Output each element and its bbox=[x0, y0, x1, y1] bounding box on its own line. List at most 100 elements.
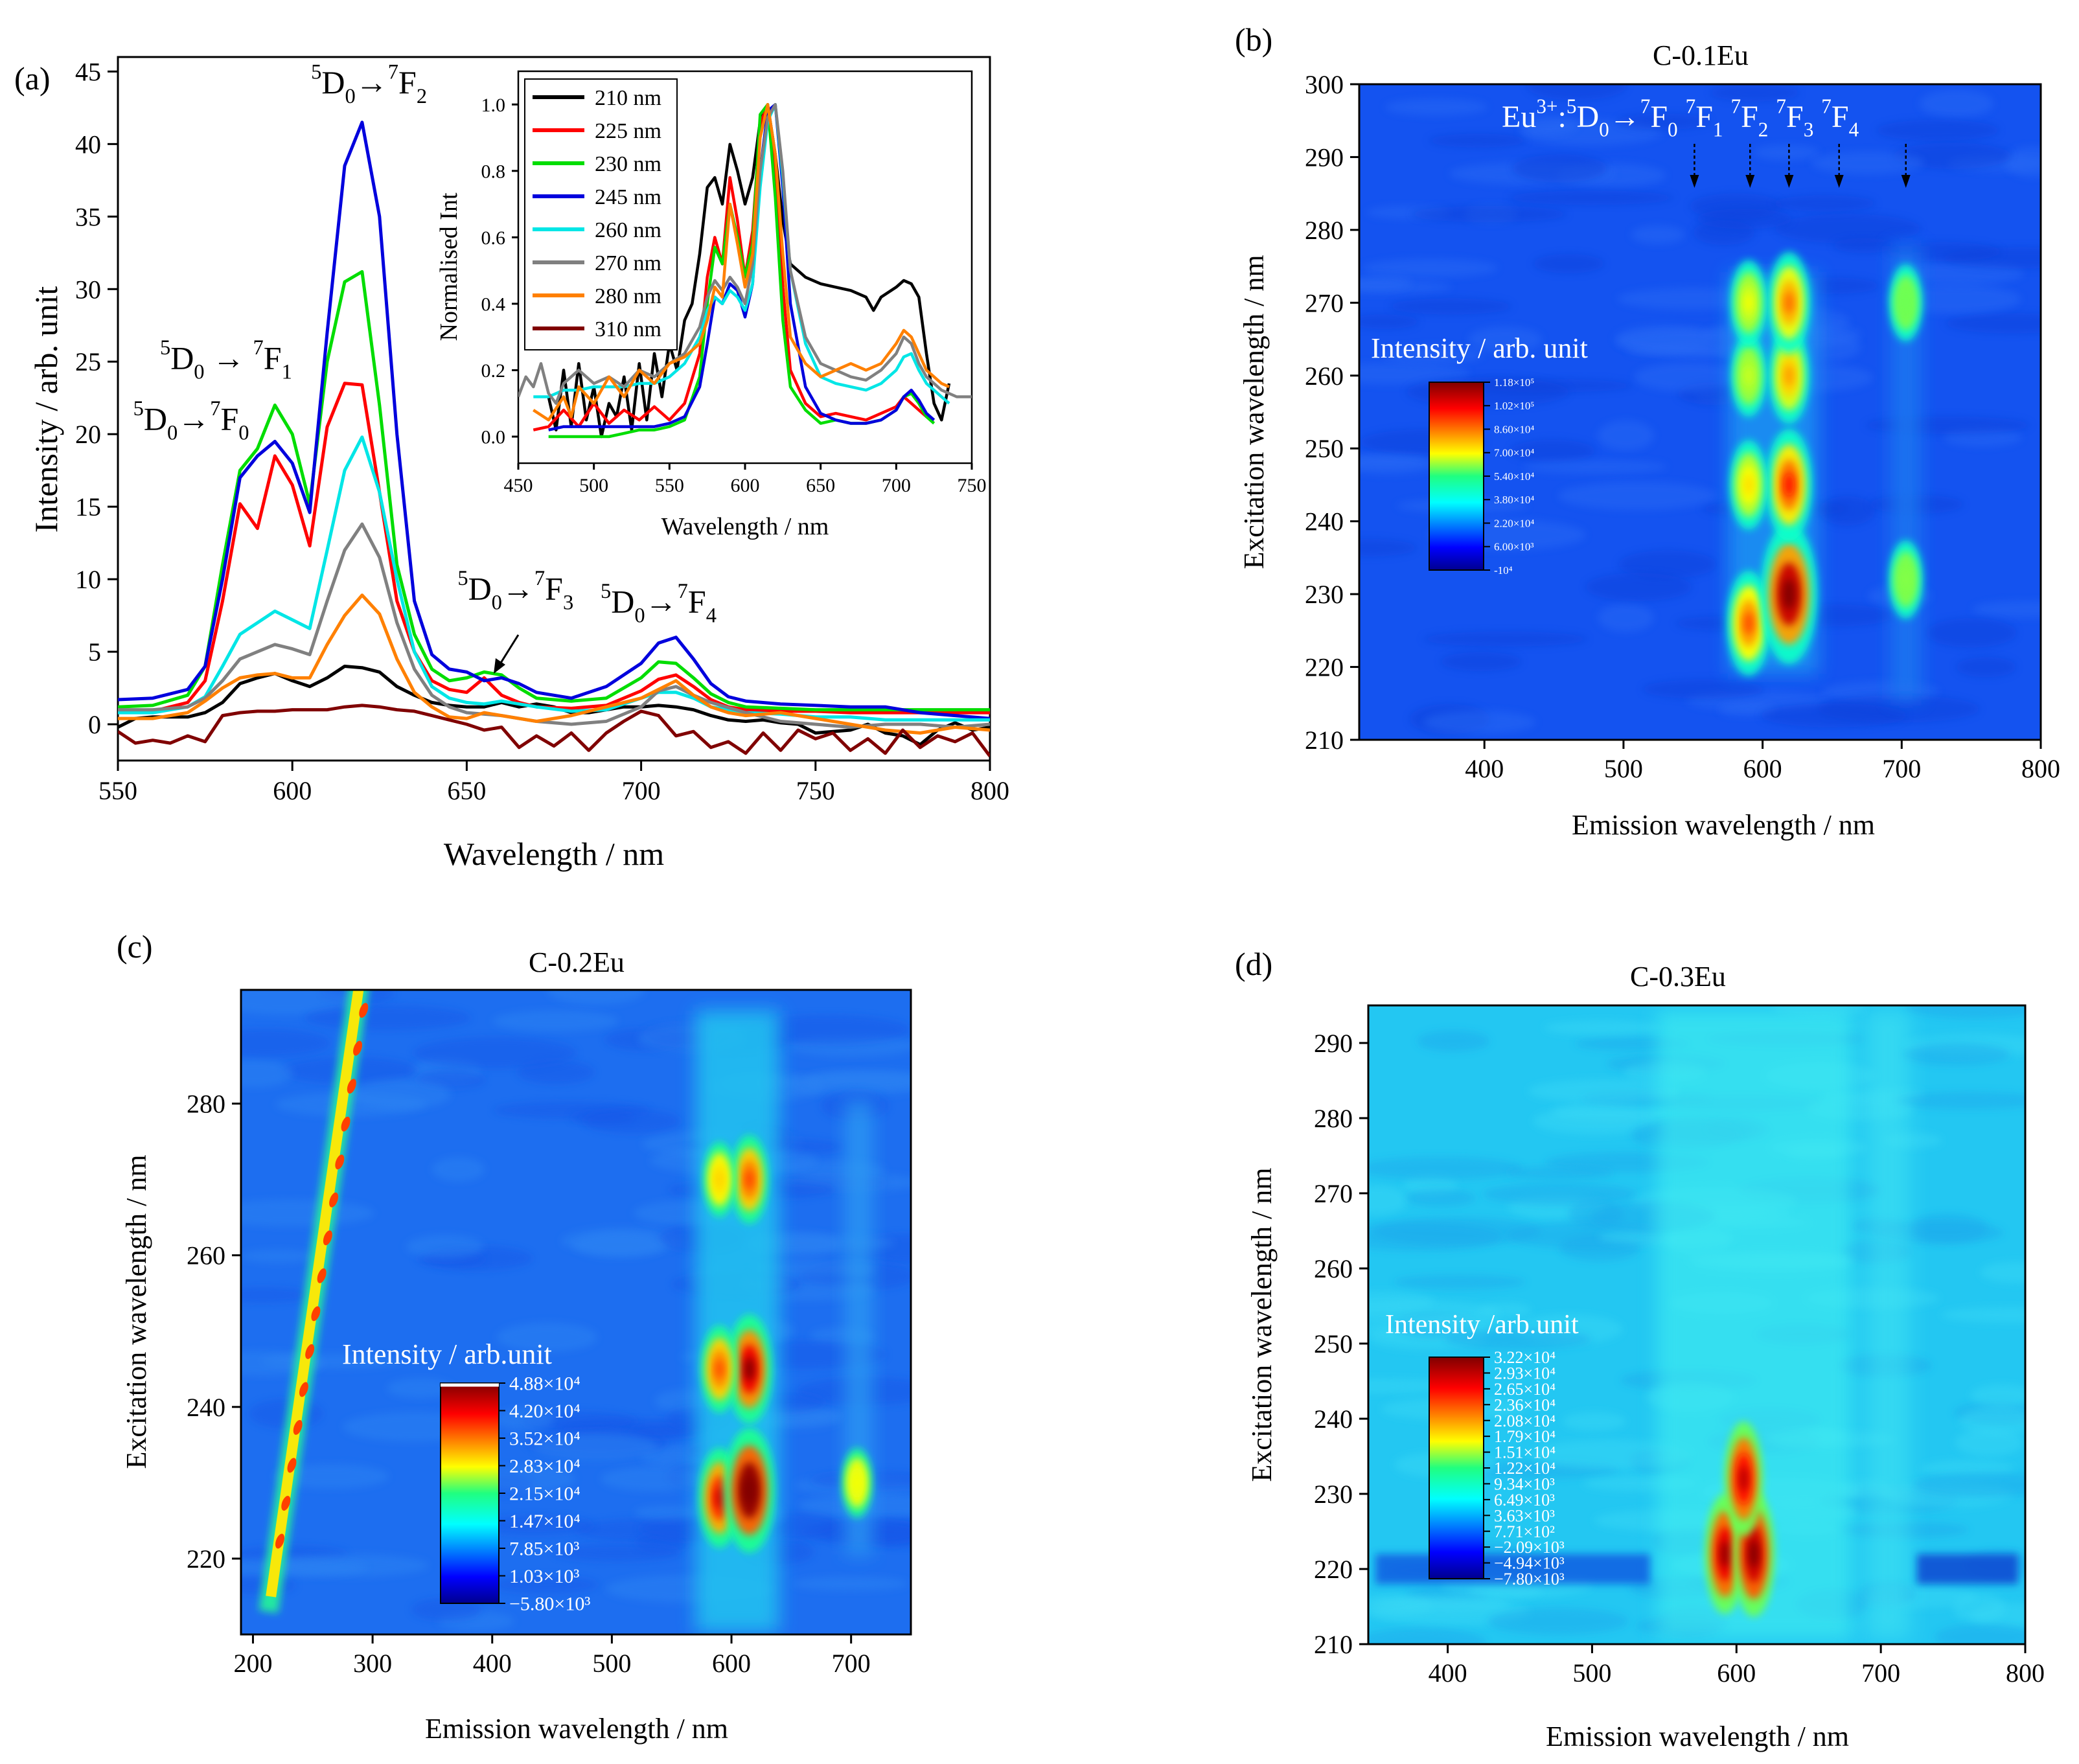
heat-texture bbox=[1417, 1030, 1490, 1052]
x-tick-label: 650 bbox=[806, 475, 835, 496]
inset-line-210-nm bbox=[547, 103, 951, 439]
heat-texture bbox=[1372, 1596, 1510, 1612]
colorbar-label: 6.00×10³ bbox=[1494, 541, 1533, 553]
y-tick-label: 230 bbox=[1314, 1480, 1353, 1509]
colorbar-label: 3.22×10⁴ bbox=[1494, 1348, 1556, 1367]
heat-texture bbox=[744, 1015, 911, 1044]
heat-texture bbox=[1469, 1580, 1543, 1598]
label-part: 1 bbox=[282, 360, 292, 384]
colorbar-label: 4.88×10⁴ bbox=[509, 1373, 580, 1395]
heat-texture bbox=[1911, 1472, 2025, 1497]
heat-texture bbox=[601, 1466, 711, 1492]
heat-texture bbox=[1368, 1185, 1408, 1215]
heat-texture bbox=[1508, 190, 1675, 205]
panel-c-colorbar: Intensity / arb.unit 4.88×10⁴ 4.20×10⁴ 3.52… bbox=[342, 1338, 590, 1615]
panel-b-transition-arrows bbox=[1690, 144, 1911, 188]
heat-texture bbox=[1440, 652, 1522, 671]
label-part: → bbox=[1609, 100, 1640, 134]
y-tick-label: 230 bbox=[1305, 580, 1344, 609]
heat-texture bbox=[1753, 144, 1820, 161]
x-tick-label: 600 bbox=[712, 1649, 751, 1678]
panel-c-peaks bbox=[695, 1011, 873, 1632]
x-tick-label: 700 bbox=[832, 1649, 871, 1678]
heat-texture bbox=[1405, 1189, 1476, 1207]
legend-label: 280 nm bbox=[595, 284, 661, 308]
colorbar-gradient bbox=[1429, 382, 1484, 571]
rayleigh-point bbox=[299, 1382, 308, 1397]
y-tick-label: 220 bbox=[187, 1544, 225, 1574]
series-line-280-nm bbox=[118, 593, 990, 735]
panel-c-xlabel: Emission wavelength / nm bbox=[425, 1713, 728, 1745]
heat-texture bbox=[1894, 1092, 2025, 1110]
rayleigh-point bbox=[335, 1154, 345, 1170]
label-part: 5 bbox=[133, 397, 144, 420]
inset-ticks: 450 500 550 600 650 700 750 0.0 0.2 0.4 0.6 0.8 1.0 bbox=[481, 95, 987, 496]
rayleigh-point bbox=[311, 1306, 321, 1322]
heat-peak bbox=[1739, 1466, 1748, 1492]
heat-texture bbox=[1833, 238, 1895, 253]
label-part: 5 bbox=[1567, 95, 1577, 117]
legend-box bbox=[524, 78, 678, 350]
heat-texture bbox=[1422, 631, 1589, 647]
heat-peak bbox=[1745, 366, 1753, 385]
y-tick-label: 250 bbox=[1314, 1329, 1353, 1358]
transition-label: 5D0→7F0 bbox=[133, 397, 249, 445]
rayleigh-line bbox=[266, 990, 364, 1598]
panel-label-d: (d) bbox=[1235, 946, 1272, 982]
heat-texture bbox=[1519, 115, 1578, 135]
heat-texture bbox=[494, 1408, 554, 1430]
x-tick-label: 500 bbox=[1572, 1658, 1611, 1688]
heat-texture bbox=[2004, 146, 2041, 178]
x-tick-label: 750 bbox=[958, 475, 987, 496]
colorbar-label: 3.80×10⁴ bbox=[1494, 494, 1534, 506]
y-tick-label: 0.6 bbox=[481, 227, 506, 249]
inset-line-225-nm bbox=[533, 103, 935, 431]
heat-texture bbox=[1970, 1384, 2025, 1407]
heat-texture bbox=[1512, 154, 1607, 183]
heat-texture bbox=[493, 1576, 599, 1594]
y-tick-label: 300 bbox=[1305, 70, 1344, 99]
heat-texture bbox=[413, 1037, 577, 1069]
x-tick-label: 400 bbox=[1429, 1658, 1467, 1688]
x-tick-label: 800 bbox=[971, 776, 1009, 805]
rayleigh-point bbox=[305, 1344, 315, 1359]
x-tick-label: 600 bbox=[273, 776, 312, 805]
heat-texture bbox=[1642, 680, 1765, 699]
legend-label: 210 nm bbox=[595, 86, 661, 110]
colorbar-label: 2.36×10⁴ bbox=[1494, 1395, 1556, 1414]
heat-texture bbox=[1530, 1439, 1692, 1470]
colorbar-label: 2.93×10⁴ bbox=[1494, 1364, 1556, 1383]
colorbar-title: Intensity /arb.unit bbox=[1385, 1310, 1579, 1340]
panel-d-title: C-0.3Eu bbox=[1630, 961, 1726, 992]
label-part: 7 bbox=[1776, 95, 1786, 117]
y-tick-label: 25 bbox=[75, 347, 101, 376]
x-tick-label: 650 bbox=[447, 776, 486, 805]
y-tick-label: 45 bbox=[75, 57, 101, 86]
heat-texture bbox=[241, 1558, 368, 1577]
label-part: F bbox=[1695, 100, 1713, 134]
legend-label: 230 nm bbox=[595, 152, 661, 176]
heat-texture bbox=[1558, 481, 1717, 510]
heat-peak bbox=[744, 1357, 755, 1381]
heat-texture bbox=[431, 1157, 485, 1182]
inset-series bbox=[518, 103, 972, 439]
colorbar-label: 4.20×10⁴ bbox=[509, 1401, 580, 1422]
heat-texture bbox=[583, 1108, 681, 1134]
panel-c-title: C-0.2Eu bbox=[529, 946, 625, 978]
inset-ylabel: Normalised Int bbox=[435, 192, 463, 341]
heat-texture bbox=[241, 1287, 314, 1303]
heat-texture bbox=[805, 1070, 911, 1089]
low-band bbox=[1916, 1553, 2018, 1585]
y-tick-label: 220 bbox=[1305, 653, 1344, 682]
heat-peak bbox=[715, 1359, 724, 1379]
heat-texture bbox=[387, 1378, 454, 1399]
panel-a-xlabel: Wavelength / nm bbox=[444, 836, 664, 872]
heat-texture bbox=[1487, 1608, 1629, 1635]
heat-texture bbox=[1562, 1412, 1626, 1431]
panel-d-colorbar: Intensity /arb.unit 3.22×10⁴2.93×10⁴2.65×… bbox=[1385, 1310, 1579, 1588]
heat-texture bbox=[241, 1029, 331, 1057]
x-tick-label: 400 bbox=[473, 1649, 512, 1678]
y-tick-label: 250 bbox=[1305, 434, 1344, 463]
label-part: F bbox=[688, 584, 706, 620]
